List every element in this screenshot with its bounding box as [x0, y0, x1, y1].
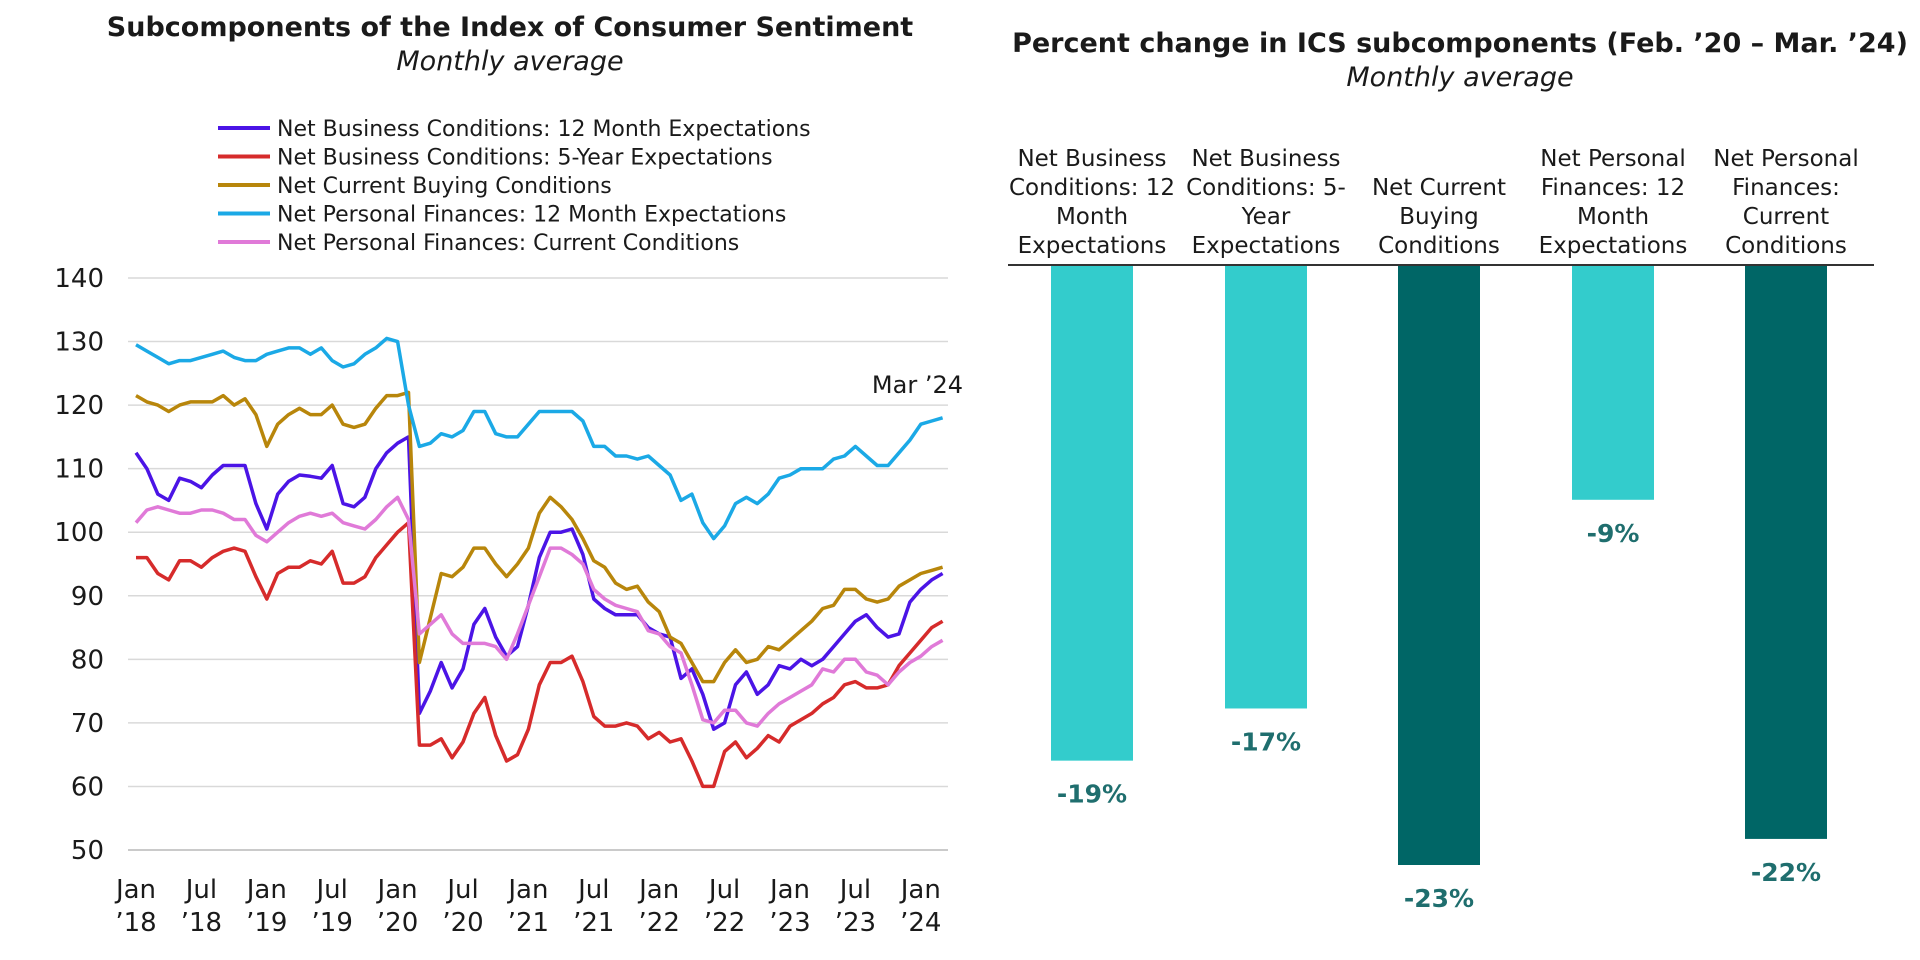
legend-label: Net Personal Finances: 12 Month Expectat…	[277, 203, 786, 228]
category-label: Net Business	[1191, 146, 1340, 172]
series-line	[134, 495, 944, 728]
x-tick-label: Jan	[114, 875, 156, 905]
category-label: Expectations	[1192, 233, 1341, 259]
x-tick-label: ’18	[115, 908, 156, 938]
category-label: Finances: 12	[1541, 175, 1685, 201]
category-label: Buying	[1399, 204, 1479, 230]
x-tick-label: Jan	[899, 875, 941, 905]
x-tick-label: ’19	[312, 908, 353, 938]
legend-label: Net Current Buying Conditions	[277, 174, 612, 199]
x-tick-label: Jul	[576, 875, 609, 905]
x-tick-label: Jan	[506, 875, 548, 905]
y-tick-label: 100	[54, 518, 104, 548]
category-label: Month	[1056, 204, 1128, 230]
x-tick-label: ’18	[181, 908, 222, 938]
bar-value-label: -22%	[1751, 858, 1821, 887]
x-tick-label: ’23	[835, 908, 876, 938]
bar-value-label: -19%	[1057, 780, 1127, 809]
x-tick-label: ’20	[377, 908, 418, 938]
y-tick-label: 120	[54, 391, 104, 421]
y-tick-label: 80	[71, 645, 104, 675]
series-line	[135, 390, 944, 684]
x-tick-label: Jul	[707, 875, 740, 905]
x-tick-label: Jan	[637, 875, 679, 905]
left-chart-subtitle: Monthly average	[396, 46, 624, 77]
x-tick-label: ’22	[704, 908, 745, 938]
y-tick-label: 50	[71, 836, 104, 866]
series-line	[135, 336, 944, 541]
x-tick-label: ’23	[769, 908, 810, 938]
category-label: Year	[1241, 204, 1291, 230]
bar	[1745, 266, 1827, 839]
category-label: Conditions	[1378, 233, 1500, 259]
y-tick-label: 70	[71, 709, 104, 739]
bar-value-label: -23%	[1404, 884, 1474, 913]
legend-label: Net Personal Finances: Current Condition…	[277, 231, 739, 256]
category-label: Current	[1743, 204, 1829, 230]
x-tick-label: Jul	[838, 875, 871, 905]
category-label: Conditions: 5-	[1186, 175, 1346, 201]
right-chart-title: Percent change in ICS subcomponents (Feb…	[1012, 28, 1908, 59]
bar	[1225, 266, 1307, 709]
category-label: Net Personal	[1713, 146, 1858, 172]
x-tick-label: ’24	[900, 908, 941, 938]
bar-value-label: -17%	[1231, 727, 1301, 756]
category-label: Finances:	[1732, 175, 1840, 201]
chart-annotation: Mar ’24	[872, 371, 963, 399]
x-tick-label: Jan	[245, 875, 287, 905]
category-label: Net Current	[1372, 175, 1506, 201]
category-label: Conditions	[1725, 233, 1847, 259]
series-line	[134, 435, 944, 731]
y-tick-label: 60	[71, 772, 104, 802]
right-chart-subtitle: Monthly average	[1346, 62, 1574, 93]
legend-label: Net Business Conditions: 5-Year Expectat…	[277, 146, 773, 171]
legend-label: Net Business Conditions: 12 Month Expect…	[277, 117, 811, 142]
x-tick-label: ’21	[508, 908, 549, 938]
x-tick-label: ’21	[573, 908, 614, 938]
bar	[1572, 266, 1654, 500]
x-tick-label: ’20	[442, 908, 483, 938]
bar	[1398, 266, 1480, 865]
left-chart-title: Subcomponents of the Index of Consumer S…	[106, 12, 914, 43]
y-tick-label: 140	[54, 264, 104, 294]
x-tick-label: Jul	[445, 875, 478, 905]
y-tick-label: 90	[71, 582, 104, 612]
category-label: Month	[1577, 204, 1649, 230]
category-label: Expectations	[1539, 233, 1688, 259]
y-tick-label: 110	[54, 455, 104, 485]
y-tick-label: 130	[54, 328, 104, 358]
category-label: Expectations	[1018, 233, 1167, 259]
x-tick-label: Jan	[376, 875, 418, 905]
category-label: Net Personal	[1540, 146, 1685, 172]
x-tick-label: ’19	[246, 908, 287, 938]
x-tick-label: Jul	[315, 875, 348, 905]
bar-value-label: -9%	[1587, 519, 1640, 548]
category-label: Conditions: 12	[1009, 175, 1175, 201]
x-tick-label: Jul	[184, 875, 217, 905]
category-label: Net Business	[1017, 146, 1166, 172]
series-line	[136, 520, 944, 789]
bar	[1051, 266, 1133, 761]
x-tick-label: ’22	[639, 908, 680, 938]
x-tick-label: Jan	[768, 875, 810, 905]
